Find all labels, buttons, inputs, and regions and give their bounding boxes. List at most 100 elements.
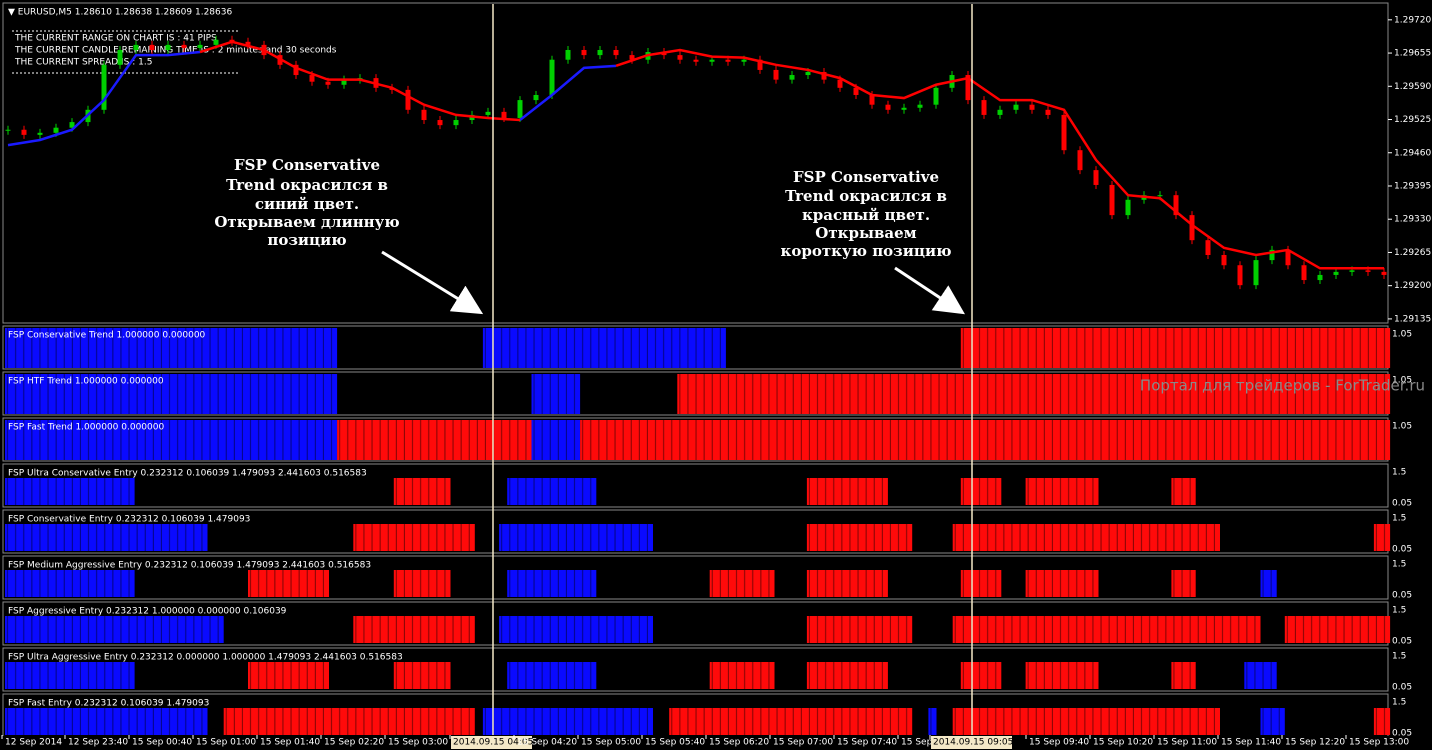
bar-stripes <box>531 374 581 414</box>
annotation: красный цвет. <box>802 206 930 224</box>
indicator-axis-label: 0.05 <box>1392 591 1412 601</box>
candle <box>693 59 699 62</box>
bar-stripes <box>531 420 581 460</box>
trend-line <box>7 50 201 147</box>
time-label: 15 Sep 12:20 <box>1285 738 1345 748</box>
candle <box>581 49 587 56</box>
bar-stripes <box>482 328 726 368</box>
candle <box>901 107 907 110</box>
indicator-axis-label: 1.5 <box>1392 652 1406 662</box>
bar-stripes <box>1373 524 1391 551</box>
time-label: 15 Sep 13:00 <box>1349 738 1409 748</box>
bar-stripes <box>353 524 475 551</box>
watermark: Портал для трейдеров - ForTrader.ru <box>1140 377 1425 395</box>
time-label: 15 Sep 05:00 <box>581 738 641 748</box>
candle <box>485 111 491 115</box>
indicator-axis-label: 1.5 <box>1392 698 1406 708</box>
candle <box>69 122 75 128</box>
candle <box>725 59 731 62</box>
price-label: 1.29460 <box>1394 148 1431 158</box>
price-label: 1.29525 <box>1394 115 1431 125</box>
candle <box>1013 104 1019 110</box>
bar-stripes <box>5 478 135 505</box>
bar-stripes <box>393 570 451 597</box>
candle <box>1045 109 1051 115</box>
indicator-axis-label: 1.05 <box>1392 422 1412 432</box>
candle <box>1157 195 1163 197</box>
trend-line <box>519 64 617 122</box>
bar-stripes <box>1171 662 1196 689</box>
bar-stripes <box>1025 570 1099 597</box>
candle <box>405 89 411 110</box>
time-label: 15 Sep 07:00 <box>773 738 833 748</box>
indicator-axis-label: 1.05 <box>1392 330 1412 340</box>
info-text: THE CURRENT RANGE ON CHART IS : 41 PIPS <box>14 34 217 44</box>
candle <box>629 55 635 60</box>
bar-stripes <box>5 708 208 735</box>
indicator-axis-label: 0.05 <box>1392 545 1412 555</box>
candle <box>565 49 571 60</box>
candle <box>245 41 251 45</box>
candle <box>165 44 171 50</box>
time-axis <box>0 736 1432 750</box>
candle <box>1333 271 1339 275</box>
bar-stripes <box>806 616 913 643</box>
bar-stripes <box>1244 662 1277 689</box>
candle <box>885 104 891 110</box>
annotation: позицию <box>267 231 346 249</box>
time-label: 12 Sep 2014 <box>5 738 62 748</box>
candle <box>1125 199 1131 216</box>
bar-stripes <box>960 662 1002 689</box>
candle <box>549 59 555 95</box>
bar-stripes <box>1373 708 1391 735</box>
bar-stripes <box>806 524 913 551</box>
bar-stripes <box>5 616 224 643</box>
candle <box>741 59 747 62</box>
time-label: 15 Sep 07:40 <box>837 738 897 748</box>
bar-stripes <box>5 570 135 597</box>
time-highlight <box>931 736 1012 749</box>
arrow <box>894 266 966 315</box>
time-label: 15 Sep 11:00 <box>1157 738 1217 748</box>
candle <box>853 87 859 95</box>
price-label: 1.29200 <box>1394 281 1431 291</box>
indicator-frame <box>2 463 1389 508</box>
time-label: 15 Sep 00:40 <box>132 738 192 748</box>
candle <box>869 94 875 105</box>
annotation: FSP Conservative <box>793 168 939 186</box>
candle <box>1301 265 1307 281</box>
candle <box>1189 215 1195 241</box>
time-label: 15 Sep 03:00 <box>388 738 448 748</box>
bar-stripes <box>248 662 329 689</box>
candle <box>5 129 11 131</box>
candle <box>1221 255 1227 266</box>
indicator-axis-label: 0.05 <box>1392 683 1412 693</box>
bar-stripes <box>507 478 597 505</box>
candle <box>1237 265 1243 286</box>
candle <box>1285 249 1291 266</box>
bar-stripes <box>337 420 532 460</box>
candle <box>613 49 619 56</box>
trend-line <box>615 48 1384 270</box>
candle <box>309 75 315 82</box>
candle <box>21 129 27 135</box>
time-label: 2014.09.15 09:05 <box>933 738 1013 748</box>
time-label: 15 Sep 09:40 <box>1029 738 1089 748</box>
time-label: 15 Sep 01:00 <box>196 738 256 748</box>
price-label: 1.29590 <box>1394 82 1431 92</box>
annotation: Trend окрасился в <box>785 187 947 205</box>
bar-stripes <box>806 570 888 597</box>
candle <box>437 120 443 126</box>
bar-stripes <box>5 662 135 689</box>
indicator-title: FSP Aggressive Entry 0.232312 1.000000 0… <box>8 607 287 617</box>
time-label: 15 Sep 04:20 <box>517 738 577 748</box>
bar-stripes <box>248 570 329 597</box>
candle <box>1317 274 1323 281</box>
bar-stripes <box>952 708 1220 735</box>
bar-stripes <box>393 478 451 505</box>
candle <box>1365 270 1371 272</box>
bar-stripes <box>1025 662 1099 689</box>
candle <box>805 71 811 76</box>
candle <box>997 109 1003 115</box>
candle <box>709 59 715 62</box>
